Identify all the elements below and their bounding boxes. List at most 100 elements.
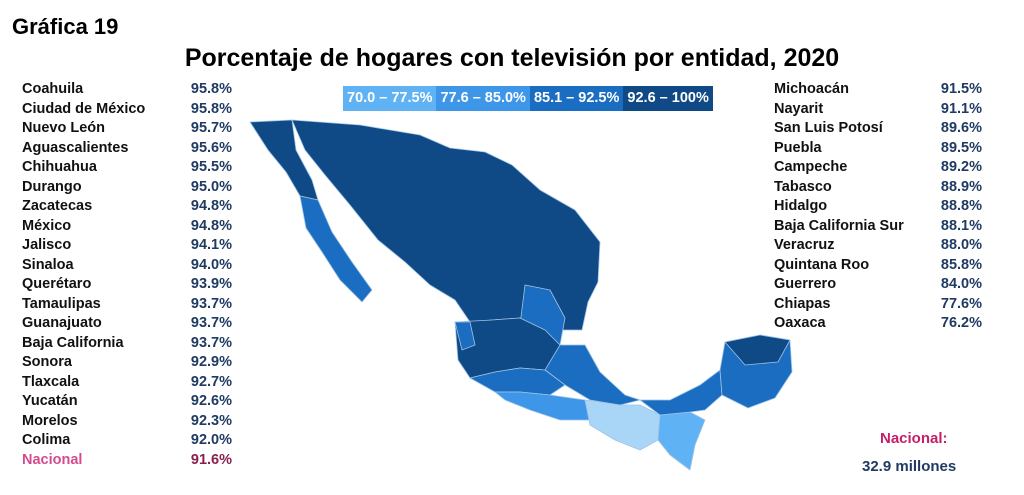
state-name: Sonora — [22, 354, 72, 370]
state-value: 95.8% — [190, 81, 232, 97]
state-region-yucatan — [724, 334, 791, 366]
state-value: 85.8% — [940, 256, 982, 273]
state-name: Baja California — [22, 334, 124, 351]
state-value: 88.9% — [940, 178, 982, 195]
state-name: México — [22, 217, 72, 234]
state-value: 94.1% — [190, 237, 232, 253]
state-row: Guerrero 84.0% — [774, 275, 982, 295]
state-row: Guanajuato 93.7% — [22, 314, 232, 334]
state-list-left: Coahuila 95.8% Ciudad de México 95.8% Nuevo … — [22, 80, 232, 470]
state-value: 94.8% — [190, 217, 232, 234]
state-row: Nuevo León 95.7% — [22, 119, 232, 139]
state-row: Querétaro 93.9% — [22, 275, 232, 295]
state-name: San Luis Potosí — [774, 120, 883, 136]
state-name: Nayarit — [774, 100, 824, 117]
state-region — [299, 195, 373, 303]
state-name: Guerrero — [774, 276, 837, 292]
state-region — [291, 119, 601, 331]
state-row: Campeche 89.2% — [774, 158, 982, 178]
state-row: Michoacán 91.5% — [774, 80, 982, 100]
state-value: 91.5% — [940, 81, 982, 97]
state-region-guerrero — [494, 391, 591, 421]
state-row: Coahuila 95.8% — [22, 80, 232, 100]
state-name: Tabasco — [774, 178, 832, 195]
state-name: Nacional — [22, 451, 83, 468]
state-row: Chihuahua 95.5% — [22, 158, 232, 178]
state-value: 89.6% — [940, 120, 982, 136]
state-value: 95.5% — [190, 159, 232, 175]
state-value: 93.7% — [190, 295, 232, 312]
state-name: Quintana Roo — [774, 256, 870, 273]
state-row: Baja California 93.7% — [22, 334, 232, 354]
state-name: Aguascalientes — [22, 139, 129, 156]
state-row: Chiapas 77.6% — [774, 295, 982, 315]
state-name: Querétaro — [22, 276, 92, 292]
state-value: 94.8% — [190, 198, 232, 214]
color-legend: 70.0 – 77.5% 77.6 – 85.0% 85.1 – 92.5% 92.6… — [343, 86, 713, 111]
state-region-oaxaca — [584, 399, 661, 451]
state-row: Quintana Roo 85.8% — [774, 256, 982, 276]
state-value: 88.0% — [940, 237, 982, 253]
national-households: 32.9 millones — [862, 458, 957, 475]
state-value: 92.3% — [190, 412, 232, 429]
legend-item: 70.0 – 77.5% — [343, 86, 437, 111]
state-name: Tamaulipas — [22, 295, 101, 312]
national-label: Nacional: — [880, 430, 948, 447]
state-value: 77.6% — [940, 295, 982, 312]
state-row: Sinaloa 94.0% — [22, 256, 232, 276]
state-row: Sonora 92.9% — [22, 353, 232, 373]
state-value: 93.7% — [190, 334, 232, 351]
state-row: Colima 92.0% — [22, 431, 232, 451]
state-name: Coahuila — [22, 81, 84, 97]
state-region-chiapas — [657, 411, 706, 471]
state-row: Jalisco 94.1% — [22, 236, 232, 256]
state-name: Nuevo León — [22, 120, 105, 136]
state-name: Puebla — [774, 139, 822, 156]
state-row: Nacional 91.6% — [22, 451, 232, 471]
state-name: Yucatán — [22, 393, 78, 409]
figure-label: Gráfica 19 — [12, 14, 119, 39]
state-name: Jalisco — [22, 237, 72, 253]
state-row: Puebla 89.5% — [774, 139, 982, 159]
state-value: 88.1% — [940, 217, 982, 234]
state-value: 95.7% — [190, 120, 232, 136]
state-name: Veracruz — [774, 237, 835, 253]
state-name: Tlaxcala — [22, 373, 80, 390]
state-name: Durango — [22, 178, 82, 195]
state-name: Chihuahua — [22, 159, 97, 175]
state-region — [454, 321, 476, 351]
state-name: Chiapas — [774, 295, 831, 312]
state-value: 94.0% — [190, 256, 232, 273]
state-value: 84.0% — [940, 276, 982, 292]
state-row: México 94.8% — [22, 217, 232, 237]
state-row: Hidalgo 88.8% — [774, 197, 982, 217]
state-row: Nayarit 91.1% — [774, 100, 982, 120]
state-name: Morelos — [22, 412, 78, 429]
state-value: 92.7% — [190, 373, 232, 390]
mexico-map — [249, 119, 793, 471]
state-value: 89.2% — [940, 159, 982, 175]
state-name: Colima — [22, 432, 71, 448]
chart-title: Porcentaje de hogares con televisión por… — [184, 44, 840, 72]
state-list-right: Michoacán 91.5% Nayarit 91.1% San Luis Potos… — [774, 80, 982, 334]
state-row: Baja California Sur 88.1% — [774, 217, 982, 237]
state-value: 92.9% — [190, 354, 232, 370]
state-name: Baja California Sur — [774, 217, 904, 234]
state-row: Durango 95.0% — [22, 178, 232, 198]
state-row: Tamaulipas 93.7% — [22, 295, 232, 315]
state-row: Tabasco 88.9% — [774, 178, 982, 198]
state-name: Oaxaca — [774, 315, 826, 331]
state-row: Veracruz 88.0% — [774, 236, 982, 256]
state-value: 89.5% — [940, 139, 982, 156]
state-name: Sinaloa — [22, 256, 74, 273]
state-row: Yucatán 92.6% — [22, 392, 232, 412]
state-value: 92.6% — [190, 393, 232, 409]
state-value: 95.6% — [190, 139, 232, 156]
state-value: 93.9% — [190, 276, 232, 292]
state-name: Michoacán — [774, 81, 849, 97]
state-value: 88.8% — [940, 198, 982, 214]
legend-item: 92.6 – 100% — [623, 86, 713, 111]
state-region — [639, 369, 723, 416]
state-row: Zacatecas 94.8% — [22, 197, 232, 217]
